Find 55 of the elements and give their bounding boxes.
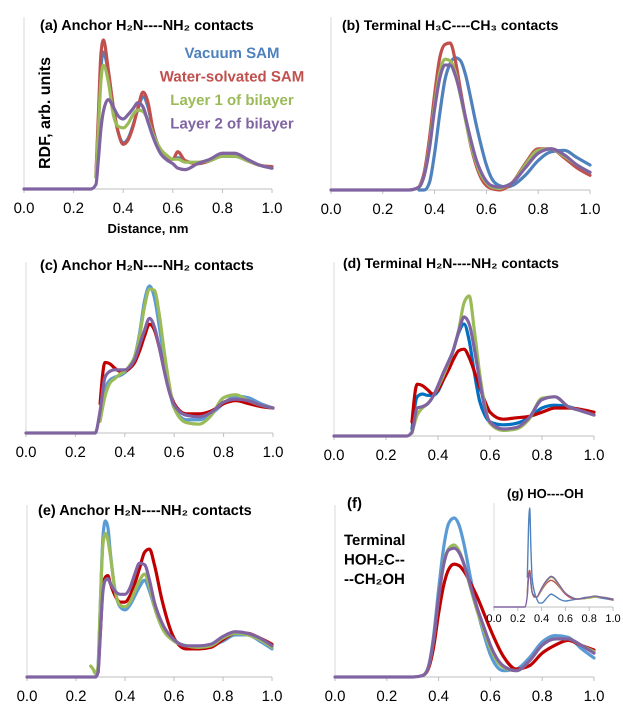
series-label: Layer 1 of bilayer bbox=[170, 92, 294, 109]
chart-title: (d) Terminal H₂N----NH₂ contacts bbox=[343, 255, 560, 271]
chart-title: (a) Anchor H₂N----NH₂ contacts bbox=[40, 18, 254, 34]
x-tick-label: 0.0 bbox=[320, 201, 342, 218]
x-tick-label: 0.2 bbox=[66, 688, 86, 705]
x-tick-label: 0.4 bbox=[114, 688, 136, 705]
x-tick-label: 1.0 bbox=[262, 688, 282, 705]
x-tick-label: 1.0 bbox=[584, 447, 604, 464]
x-tick-label: 0.8 bbox=[212, 200, 233, 217]
x-tick-label: 0.8 bbox=[532, 447, 552, 464]
x-tick-label: 0.4 bbox=[112, 200, 134, 217]
x-tick-label: 0.0 bbox=[14, 200, 34, 217]
x-tick-label: 0.2 bbox=[376, 447, 396, 464]
chart-title: (g) HO----OH bbox=[507, 486, 584, 501]
x-tick-label: 0.2 bbox=[376, 688, 398, 705]
x-tick-label: 0.2 bbox=[63, 200, 84, 217]
text: Vacuum SAM bbox=[184, 45, 280, 62]
chart-title: (b) Terminal H₃C----CH₃ contacts bbox=[342, 17, 559, 33]
x-tick-label: 0.4 bbox=[534, 613, 550, 625]
x-tick-label: 0.6 bbox=[164, 688, 184, 705]
x-tick-label: 0.2 bbox=[510, 613, 526, 625]
x-tick-label: 0.0 bbox=[324, 688, 346, 705]
x-tick-label: 0.4 bbox=[424, 201, 446, 218]
x-tick-label: 0.4 bbox=[428, 447, 448, 464]
series-label: Water-solvated SAM bbox=[160, 68, 304, 86]
x-tick-label: 0.4 bbox=[428, 688, 450, 705]
x-tick-label: 0.4 bbox=[114, 444, 136, 461]
x-axis-title: Distance, nm bbox=[108, 221, 188, 236]
text: Terminal HOH₂C-- --CH₂OH bbox=[344, 532, 406, 588]
x-tick-label: 0.0 bbox=[324, 447, 344, 464]
x-tick-label: 0.6 bbox=[480, 688, 501, 705]
chart-title: (e) Anchor H₂N----NH₂ contacts bbox=[38, 503, 252, 519]
x-tick-label: 1.0 bbox=[584, 688, 604, 705]
x-tick-label: 0.8 bbox=[582, 613, 597, 625]
chart-title: (f) bbox=[347, 495, 362, 512]
x-tick-label: 0.0 bbox=[16, 688, 38, 705]
x-tick-label: 0.2 bbox=[64, 444, 86, 461]
x-tick-label: 0.8 bbox=[213, 444, 234, 461]
series-label: Layer 2 of bilayer bbox=[170, 116, 294, 132]
x-tick-label: 0.0 bbox=[16, 444, 36, 461]
y-axis-title: RDF, arb. units bbox=[37, 56, 54, 170]
x-tick-label: 0.6 bbox=[164, 444, 185, 461]
x-tick-label: 0.8 bbox=[532, 688, 553, 705]
x-tick-label: 0.6 bbox=[480, 447, 500, 464]
x-tick-label: 0.6 bbox=[476, 201, 497, 218]
x-tick-label: 0.6 bbox=[558, 613, 574, 625]
x-tick-label: 1.0 bbox=[262, 444, 284, 461]
x-tick-label: 1.0 bbox=[262, 200, 282, 217]
x-tick-label: 0.2 bbox=[372, 201, 394, 218]
x-tick-label: 1.0 bbox=[605, 613, 621, 625]
x-tick-label: 0.8 bbox=[212, 688, 234, 705]
chart-title: (c) Anchor H₂N----NH₂ contacts bbox=[40, 258, 254, 274]
x-tick-label: 0.6 bbox=[162, 200, 184, 217]
x-tick-label: 1.0 bbox=[580, 201, 600, 218]
x-tick-label: 0.8 bbox=[528, 201, 549, 218]
